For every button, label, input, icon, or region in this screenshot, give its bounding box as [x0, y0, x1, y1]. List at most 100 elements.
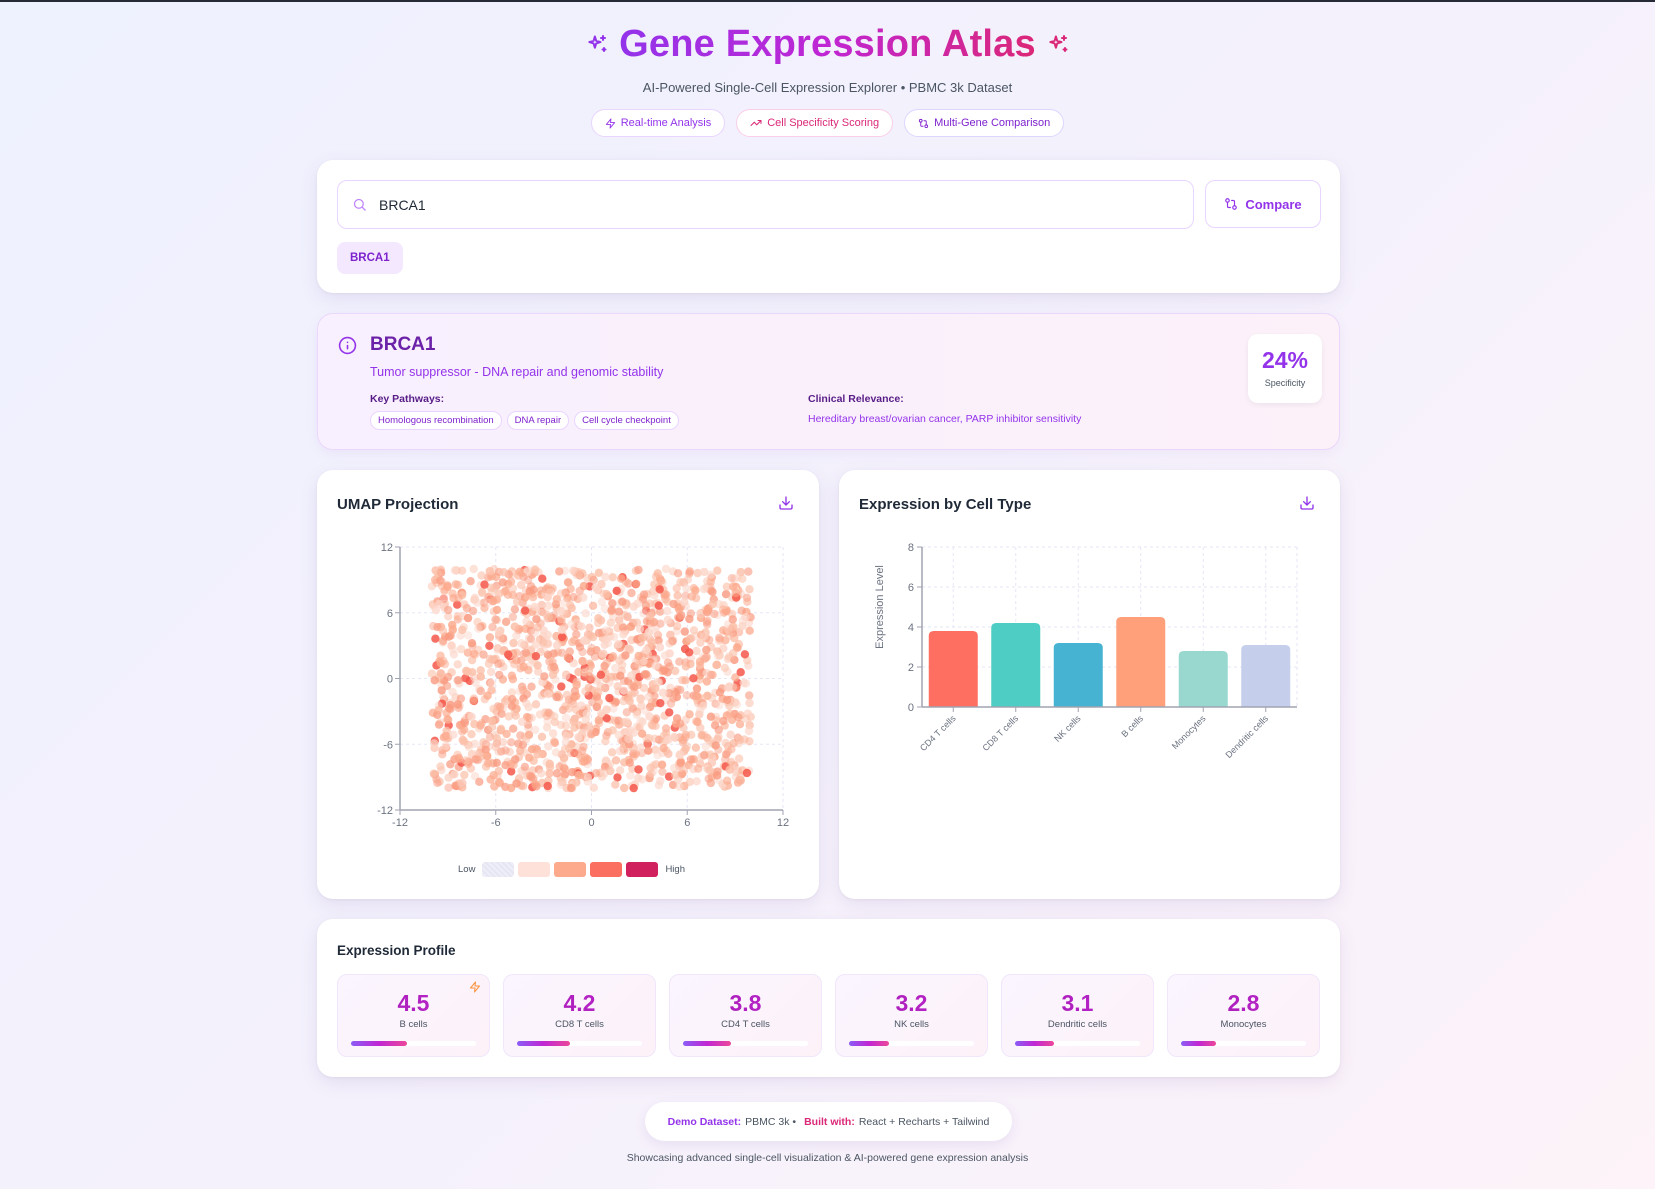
expression-bar-chart[interactable]: CD4 T cells CD8 T cells NK cells B cells Mon… [839, 470, 1340, 790]
footer-info-pill: Demo Dataset: PBMC 3k • Built with: Reac… [645, 1102, 1012, 1141]
specificity-score: 24% Specificity [1248, 334, 1322, 403]
footer-tagline: Showcasing advanced single-cell visualiz… [626, 1152, 1029, 1164]
tile-progress-bar [351, 1041, 476, 1046]
svg-text:-6: -6 [491, 817, 501, 829]
profile-tiles: 4.5 B cells 4.2 CD8 T cells 3.8 CD4 T ce… [337, 974, 1320, 1057]
badge-label: Cell Specificity Scoring [767, 117, 880, 129]
pathways-label: Key Pathways: [370, 393, 445, 405]
search-icon [353, 198, 366, 211]
svg-text:6: 6 [908, 582, 914, 594]
badge-multi-gene-comparison: Multi-Gene Comparison [904, 109, 1065, 137]
svg-text:4: 4 [908, 622, 914, 634]
pathway-tag: Cell cycle checkpoint [574, 411, 679, 430]
compare-button[interactable]: Compare [1205, 180, 1321, 228]
bar [1178, 651, 1228, 707]
tile-label: NK cells [894, 1019, 929, 1030]
bar [1116, 617, 1166, 707]
tile-value: 3.2 [836, 990, 987, 1017]
tile-label: B cells [399, 1019, 428, 1030]
svg-text:B cells: B cells [1119, 713, 1145, 739]
specificity-value: 24% [1261, 347, 1309, 373]
svg-text:CD8 T cells: CD8 T cells [980, 713, 1020, 753]
svg-text:Monocytes: Monocytes [1170, 713, 1208, 751]
badge-specificity-scoring: Cell Specificity Scoring [736, 109, 894, 137]
clinical-relevance-label: Clinical Relevance: [808, 393, 904, 405]
git-compare-icon [919, 118, 929, 128]
legend-swatch [554, 862, 587, 877]
dataset-value: PBMC 3k • [745, 1115, 797, 1128]
pathway-tag: Homologous recombination [370, 411, 502, 430]
built-with-key: Built with: [804, 1115, 855, 1128]
badge-label: Multi-Gene Comparison [934, 117, 1051, 129]
page-title: Gene Expression Atlas [619, 22, 1036, 65]
tile-progress-bar [1015, 1041, 1140, 1046]
svg-text:Dendritic cells: Dendritic cells [1223, 713, 1270, 760]
svg-text:NK cells: NK cells [1052, 713, 1083, 744]
svg-text:12: 12 [777, 817, 789, 829]
legend-swatch [590, 862, 623, 877]
expression-by-celltype-panel: Expression by Cell Type CD4 T cells CD8 T… [839, 470, 1340, 899]
gene-info-card: BRCA1 Tumor suppressor - DNA repair and … [317, 313, 1340, 450]
info-icon [338, 336, 357, 355]
svg-text:-12: -12 [377, 805, 393, 817]
svg-text:0: 0 [387, 674, 393, 686]
svg-text:-6: -6 [383, 739, 393, 751]
legend-low-label: Low [458, 864, 476, 875]
svg-text:CD4 T cells: CD4 T cells [918, 713, 958, 753]
tile-label: CD8 T cells [555, 1019, 604, 1030]
expression-color-legend: Low High [455, 862, 688, 877]
svg-text:6: 6 [684, 817, 690, 829]
git-compare-icon [1225, 198, 1238, 210]
gene-name: BRCA1 [370, 334, 436, 355]
umap-points [427, 564, 755, 793]
barchart-title: Expression by Cell Type [859, 496, 1032, 513]
profile-tile[interactable]: 4.2 CD8 T cells [503, 974, 656, 1057]
svg-text:0: 0 [588, 817, 594, 829]
profile-tile[interactable]: 3.1 Dendritic cells [1001, 974, 1154, 1057]
tile-value: 4.5 [338, 990, 489, 1017]
tile-progress-bar [849, 1041, 974, 1046]
tile-value: 2.8 [1168, 990, 1319, 1017]
svg-text:2: 2 [908, 662, 914, 674]
bar [1053, 643, 1103, 707]
search-card: Compare BRCA1 [317, 160, 1340, 293]
tile-label: Dendritic cells [1047, 1019, 1108, 1030]
svg-text:0: 0 [908, 702, 914, 714]
zap-icon [470, 981, 480, 993]
profile-tile[interactable]: 3.8 CD4 T cells [669, 974, 822, 1057]
tile-value: 3.8 [670, 990, 821, 1017]
download-icon[interactable] [778, 495, 794, 511]
search-field[interactable] [337, 180, 1194, 229]
tile-label: CD4 T cells [721, 1019, 770, 1030]
umap-scatter-plot[interactable]: -12 -6 0 6 12 -12 -6 0 6 12 [317, 470, 819, 850]
sparkles-icon [588, 35, 607, 52]
legend-swatch [626, 862, 659, 877]
clinical-relevance-text: Hereditary breast/ovarian cancer, PARP i… [808, 413, 1082, 425]
gene-search-input[interactable] [379, 196, 1179, 213]
gene-description: Tumor suppressor - DNA repair and genomi… [370, 365, 664, 379]
umap-panel: UMAP Projection -12 -6 0 6 12 -12 -6 0 6 12 Low H… [317, 470, 819, 899]
specificity-label: Specificity [1264, 378, 1306, 388]
profile-tile[interactable]: 4.5 B cells [337, 974, 490, 1057]
profile-title: Expression Profile [337, 943, 456, 958]
tile-label: Monocytes [1220, 1019, 1267, 1030]
badge-label: Real-time Analysis [620, 117, 712, 129]
sparkles-icon [1049, 35, 1068, 52]
page-header: Gene Expression Atlas AI-Powered Single-… [0, 20, 1655, 137]
built-with-value: React + Recharts + Tailwind [858, 1115, 990, 1128]
download-icon[interactable] [1299, 495, 1315, 511]
tile-value: 3.1 [1002, 990, 1153, 1017]
svg-text:8: 8 [908, 542, 914, 554]
badge-realtime-analysis: Real-time Analysis [590, 109, 726, 137]
legend-high-label: High [665, 864, 685, 875]
tile-progress-bar [1181, 1041, 1306, 1046]
profile-tile[interactable]: 3.2 NK cells [835, 974, 988, 1057]
svg-text:-12: -12 [392, 817, 408, 829]
bar [928, 631, 978, 707]
umap-title: UMAP Projection [337, 496, 459, 513]
svg-text:12: 12 [381, 542, 393, 554]
selected-gene-chip[interactable]: BRCA1 [337, 242, 403, 274]
pathway-list: Homologous recombination DNA repair Cell… [370, 411, 679, 430]
feature-badges: Real-time Analysis Cell Specificity Scor… [0, 109, 1655, 137]
profile-tile[interactable]: 2.8 Monocytes [1167, 974, 1320, 1057]
